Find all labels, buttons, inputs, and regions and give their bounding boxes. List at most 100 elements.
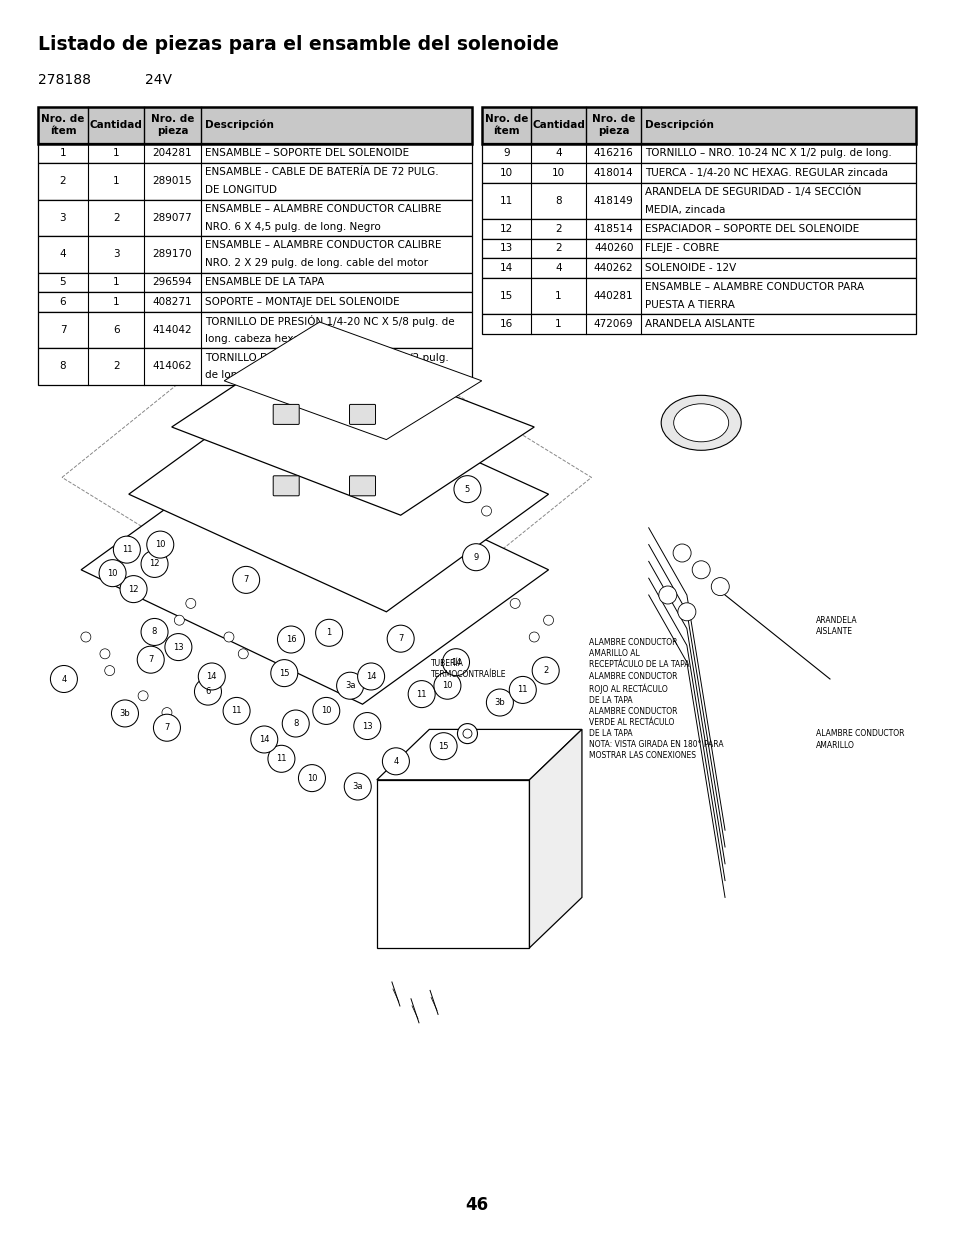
Text: 2: 2 bbox=[542, 666, 548, 676]
Bar bbox=[481, 163, 915, 183]
Text: 2: 2 bbox=[60, 177, 66, 186]
Text: 4: 4 bbox=[61, 674, 67, 683]
Text: ALAMBRE CONDUCTOR
AMARILLO: ALAMBRE CONDUCTOR AMARILLO bbox=[815, 730, 903, 750]
Text: ALAMBRE CONDUCTOR
AMARILLO AL
RECEPTÁCULO DE LA TAPA: ALAMBRE CONDUCTOR AMARILLO AL RECEPTÁCUL… bbox=[588, 637, 688, 669]
Text: 8: 8 bbox=[60, 362, 66, 372]
Text: 14: 14 bbox=[450, 658, 461, 667]
Text: 14: 14 bbox=[499, 263, 513, 273]
Text: SOLENOIDE - 12V: SOLENOIDE - 12V bbox=[644, 263, 736, 273]
Text: 5: 5 bbox=[464, 484, 470, 494]
Bar bbox=[38, 273, 472, 291]
Text: 7: 7 bbox=[60, 325, 66, 335]
Text: 418514: 418514 bbox=[593, 224, 633, 233]
Text: 11: 11 bbox=[275, 755, 287, 763]
Text: Nro. de
ítem: Nro. de ítem bbox=[41, 115, 85, 136]
Circle shape bbox=[354, 713, 380, 740]
Bar bbox=[38, 163, 472, 200]
Text: Nro. de
pieza: Nro. de pieza bbox=[592, 115, 635, 136]
Text: 14: 14 bbox=[365, 672, 376, 680]
Circle shape bbox=[233, 567, 259, 593]
Circle shape bbox=[673, 543, 690, 562]
Circle shape bbox=[387, 625, 414, 652]
Circle shape bbox=[430, 732, 456, 760]
Circle shape bbox=[532, 657, 558, 684]
Text: Listado de piezas para el ensamble del solenoide: Listado de piezas para el ensamble del s… bbox=[38, 35, 558, 54]
Text: TORNILLO DE PRESIÓN 1/4-20 NC X 5/8 pulg. de: TORNILLO DE PRESIÓN 1/4-20 NC X 5/8 pulg… bbox=[205, 315, 454, 326]
Bar bbox=[481, 107, 915, 143]
Text: long. cabeza hexag.: long. cabeza hexag. bbox=[205, 333, 310, 343]
Circle shape bbox=[315, 619, 342, 646]
Text: NOTA: VISTA GIRADA EN 180° PARA
MOSTRAR LAS CONEXIONES: NOTA: VISTA GIRADA EN 180° PARA MOSTRAR … bbox=[588, 740, 722, 761]
Text: 13: 13 bbox=[172, 642, 184, 652]
Text: 3a: 3a bbox=[344, 682, 355, 690]
Circle shape bbox=[194, 678, 221, 705]
Text: 10: 10 bbox=[552, 168, 564, 178]
Text: 289015: 289015 bbox=[152, 177, 193, 186]
Text: ENSAMBLE – ALAMBRE CONDUCTOR PARA: ENSAMBLE – ALAMBRE CONDUCTOR PARA bbox=[644, 282, 863, 291]
Ellipse shape bbox=[673, 404, 728, 442]
Text: ENSAMBLE – ALAMBRE CONDUCTOR CALIBRE: ENSAMBLE – ALAMBRE CONDUCTOR CALIBRE bbox=[205, 240, 441, 251]
Text: 10: 10 bbox=[441, 682, 453, 690]
Text: 11: 11 bbox=[121, 545, 132, 555]
Circle shape bbox=[692, 561, 709, 579]
Text: 10: 10 bbox=[499, 168, 513, 178]
Text: 278188: 278188 bbox=[38, 73, 91, 86]
Circle shape bbox=[81, 632, 91, 642]
Text: TORNILLO – NRO. 10-24 NC X 1/2 pulg. de long.: TORNILLO – NRO. 10-24 NC X 1/2 pulg. de … bbox=[644, 148, 891, 158]
Text: 11: 11 bbox=[416, 689, 427, 699]
Text: 24V: 24V bbox=[145, 73, 172, 86]
Text: 15: 15 bbox=[499, 290, 513, 301]
Circle shape bbox=[224, 632, 233, 642]
Bar bbox=[481, 219, 915, 238]
Text: 416216: 416216 bbox=[593, 148, 633, 158]
Bar bbox=[481, 183, 915, 219]
Text: ARANDELA
AISLANTE: ARANDELA AISLANTE bbox=[815, 616, 857, 636]
Text: 14: 14 bbox=[258, 735, 270, 743]
FancyBboxPatch shape bbox=[349, 404, 375, 425]
Bar bbox=[38, 348, 472, 384]
Circle shape bbox=[113, 536, 140, 563]
Text: 10: 10 bbox=[306, 773, 317, 783]
Text: 6: 6 bbox=[112, 325, 119, 335]
Text: 2: 2 bbox=[112, 362, 119, 372]
Text: ARANDELA AISLANTE: ARANDELA AISLANTE bbox=[644, 319, 755, 329]
Circle shape bbox=[462, 489, 472, 499]
Text: 296594: 296594 bbox=[152, 277, 193, 288]
FancyBboxPatch shape bbox=[273, 475, 299, 495]
Polygon shape bbox=[129, 377, 548, 611]
Text: 3: 3 bbox=[60, 212, 66, 222]
Text: 7: 7 bbox=[164, 724, 170, 732]
Text: 15: 15 bbox=[437, 742, 449, 751]
Bar bbox=[38, 236, 472, 273]
Text: NRO. 2 X 29 pulg. de long. cable del motor: NRO. 2 X 29 pulg. de long. cable del mot… bbox=[205, 258, 428, 268]
Text: de long. grado 5 zincado: de long. grado 5 zincado bbox=[205, 370, 334, 380]
Text: 6: 6 bbox=[60, 296, 66, 306]
Polygon shape bbox=[376, 730, 581, 779]
Bar bbox=[481, 107, 915, 143]
Text: 440262: 440262 bbox=[594, 263, 633, 273]
Circle shape bbox=[141, 551, 168, 578]
Text: 1: 1 bbox=[60, 148, 66, 158]
Text: 14: 14 bbox=[206, 672, 217, 680]
Circle shape bbox=[298, 764, 325, 792]
Text: 2: 2 bbox=[555, 243, 561, 253]
Text: 12: 12 bbox=[149, 559, 160, 568]
Bar bbox=[481, 314, 915, 333]
Bar bbox=[38, 200, 472, 236]
FancyBboxPatch shape bbox=[349, 475, 375, 495]
Circle shape bbox=[529, 632, 538, 642]
Circle shape bbox=[137, 646, 164, 673]
Text: 2: 2 bbox=[555, 224, 561, 233]
Text: ENSAMBLE - CABLE DE BATERÍA DE 72 PULG.: ENSAMBLE - CABLE DE BATERÍA DE 72 PULG. bbox=[205, 167, 438, 177]
Text: DE LONGITUD: DE LONGITUD bbox=[205, 185, 276, 195]
Text: ALAMBRE CONDUCTOR
ROJO AL RECTÁCULO
DE LA TAPA: ALAMBRE CONDUCTOR ROJO AL RECTÁCULO DE L… bbox=[588, 672, 677, 705]
Circle shape bbox=[434, 672, 460, 699]
Text: 16: 16 bbox=[285, 635, 296, 643]
Circle shape bbox=[271, 659, 297, 687]
Circle shape bbox=[100, 648, 110, 658]
Text: Cantidad: Cantidad bbox=[532, 120, 584, 130]
Text: 15: 15 bbox=[278, 668, 290, 678]
Text: 16: 16 bbox=[499, 319, 513, 329]
Text: 3b: 3b bbox=[494, 698, 505, 706]
FancyBboxPatch shape bbox=[273, 404, 299, 425]
